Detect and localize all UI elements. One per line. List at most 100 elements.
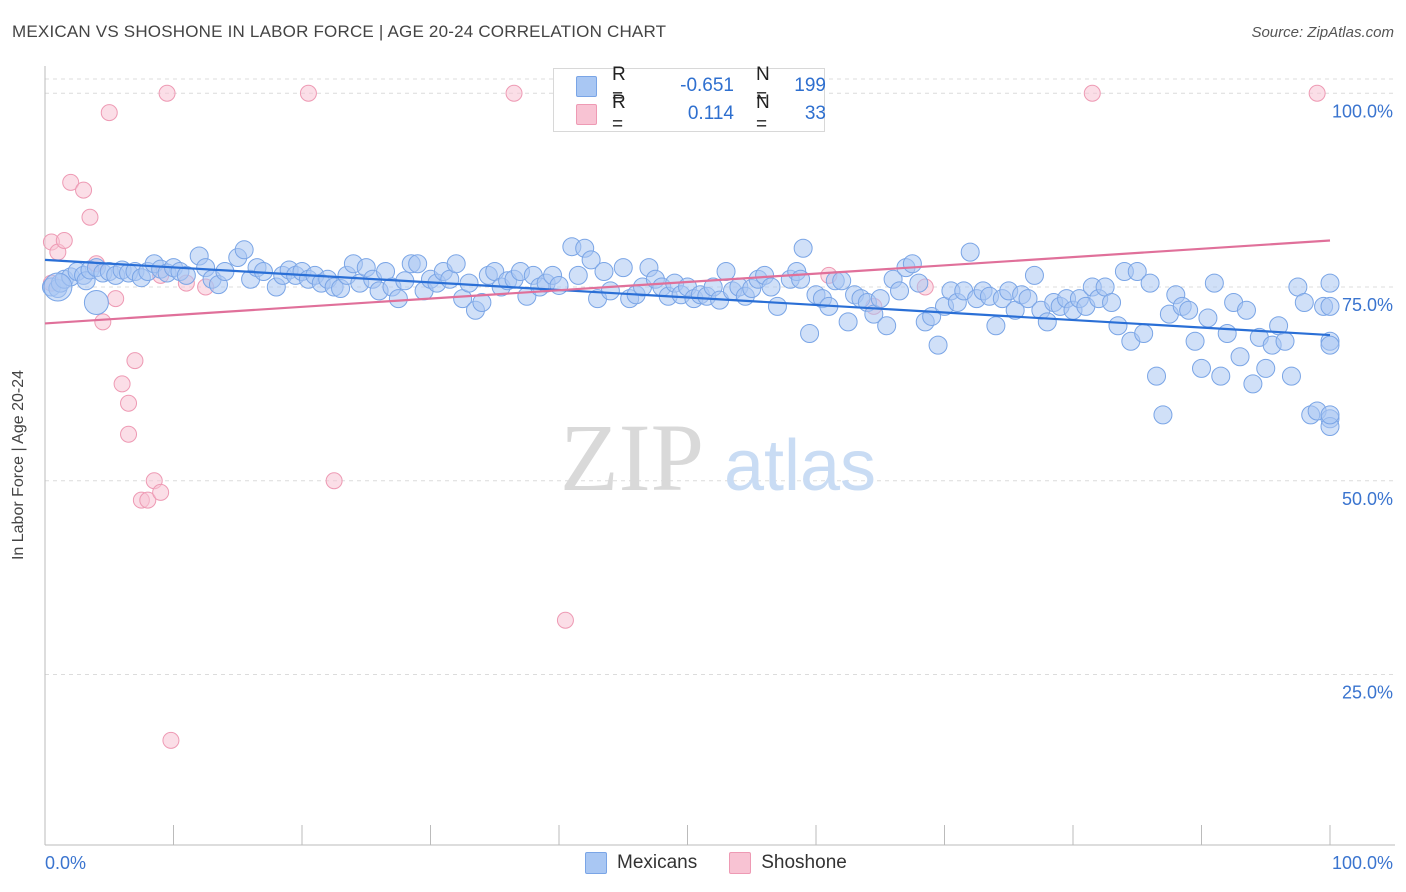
y-tick-label: 25.0%	[1342, 683, 1393, 703]
shoshone-point	[75, 181, 93, 199]
series-legend: Mexicans Shoshone	[585, 852, 879, 874]
mexicans-point	[832, 271, 852, 291]
mexicans-point	[877, 316, 897, 336]
mexicans-point	[388, 289, 408, 309]
mexicans-point	[472, 293, 492, 312]
mexicans-trend-line	[44, 258, 1331, 337]
mexicans-point	[1211, 366, 1231, 386]
shoshone-trend-line	[44, 239, 1331, 325]
shoshone-point	[325, 472, 343, 490]
mexicans-point	[1320, 273, 1340, 293]
shoshone-point	[120, 394, 138, 412]
mexicans-point	[43, 272, 73, 302]
mexicans-point	[459, 273, 479, 293]
shoshone-point	[1308, 84, 1326, 102]
shoshone-point	[158, 84, 176, 102]
n-label: N =	[756, 64, 770, 107]
shoshone-point	[113, 375, 131, 393]
mexicans-point	[909, 273, 929, 293]
mexicans-point	[793, 238, 813, 258]
mexicans-point	[960, 242, 980, 262]
mexicans-point	[1320, 335, 1340, 355]
x-tick-label: 0.0%	[45, 853, 86, 873]
mexicans-point	[600, 281, 620, 301]
mexicans-point	[1281, 366, 1301, 386]
mexicans-point	[1108, 316, 1128, 336]
mexicans-point	[902, 254, 922, 274]
x-tick-label: 100.0%	[1332, 853, 1393, 873]
mexicans-point	[613, 258, 633, 278]
mexicans-point	[1192, 358, 1211, 378]
shoshone-point	[162, 731, 180, 749]
mexicans-point	[1179, 300, 1199, 320]
y-tick-label: 100.0%	[1332, 101, 1393, 121]
watermark: ZIP atlas	[560, 404, 876, 511]
watermark-atlas: atlas	[724, 426, 876, 506]
mexicans-point	[1140, 273, 1160, 293]
mexicans-point	[581, 250, 601, 270]
mexicans-swatch	[576, 75, 597, 97]
y-tick-labels: 25.0% 50.0% 75.0% 100.0%	[1332, 101, 1393, 702]
mexicans-point	[1204, 273, 1224, 293]
shoshone-point	[556, 611, 574, 629]
shoshone-point	[139, 491, 157, 509]
mexicans-point	[928, 335, 948, 355]
shoshone-point	[100, 104, 118, 122]
r-label: R =	[612, 92, 626, 135]
mexicans-legend-swatch	[585, 852, 607, 874]
r-label: R =	[612, 64, 626, 107]
r-value-shoshone: 0.114	[687, 103, 734, 124]
mexicans-point	[800, 324, 820, 343]
legend-item-mexicans: Mexicans	[585, 852, 697, 874]
mexicans-point	[767, 296, 787, 316]
legend-item-shoshone: Shoshone	[729, 852, 847, 874]
mexicans-point	[1153, 405, 1173, 425]
mexicans-point	[1037, 312, 1057, 332]
shoshone-point	[1083, 84, 1101, 102]
shoshone-point	[152, 483, 170, 501]
mexicans-point	[83, 290, 109, 315]
mexicans-point	[1275, 331, 1295, 351]
mexicans-point	[1230, 347, 1250, 367]
legend-label-shoshone: Shoshone	[761, 852, 847, 873]
mexicans-point	[1134, 324, 1154, 343]
r-value-mexicans: -0.651	[680, 75, 734, 96]
shoshone-point	[62, 173, 80, 191]
mexicans-point	[1018, 289, 1038, 309]
shoshone-point	[107, 290, 125, 308]
shoshone-point	[94, 313, 112, 331]
mexicans-point	[1236, 300, 1256, 320]
axes	[44, 66, 1395, 846]
y-tick-label: 75.0%	[1342, 295, 1393, 315]
shoshone-point	[299, 84, 317, 102]
watermark-zip: ZIP	[560, 404, 704, 511]
trend-lines	[44, 239, 1331, 337]
n-label: N =	[756, 92, 770, 135]
correlation-legend: R = -0.651 N = 199 R = 0.114 N = 33	[553, 64, 826, 135]
mexicans-point	[1243, 374, 1263, 394]
shoshone-point	[126, 352, 144, 370]
mexicans-point	[1217, 324, 1237, 343]
chart-title: MEXICAN VS SHOSHONE IN LABOR FORCE | AGE…	[12, 22, 667, 41]
mexicans-point	[1185, 331, 1205, 351]
shoshone-point	[120, 425, 138, 443]
mexicans-point	[986, 316, 1006, 336]
mexicans-point	[1320, 405, 1340, 425]
mexicans-point	[1320, 296, 1340, 316]
mexicans-point	[408, 254, 428, 274]
mexicans-point	[568, 265, 588, 285]
shoshone-point	[505, 84, 523, 102]
source-label: Source: ZipAtlas.com	[1251, 24, 1394, 41]
mexicans-point	[890, 281, 910, 301]
mexicans-point	[1294, 293, 1314, 312]
shoshone-legend-swatch	[729, 852, 752, 874]
x-tick-labels: 0.0% 100.0%	[45, 853, 1393, 873]
mexicans-point	[761, 277, 781, 297]
mexicans-point	[870, 289, 890, 309]
mexicans-point	[234, 240, 254, 260]
shoshone-point	[81, 208, 99, 226]
mexicans-point	[594, 262, 614, 281]
mexicans-point	[1256, 358, 1276, 378]
shoshone-point	[55, 232, 73, 249]
